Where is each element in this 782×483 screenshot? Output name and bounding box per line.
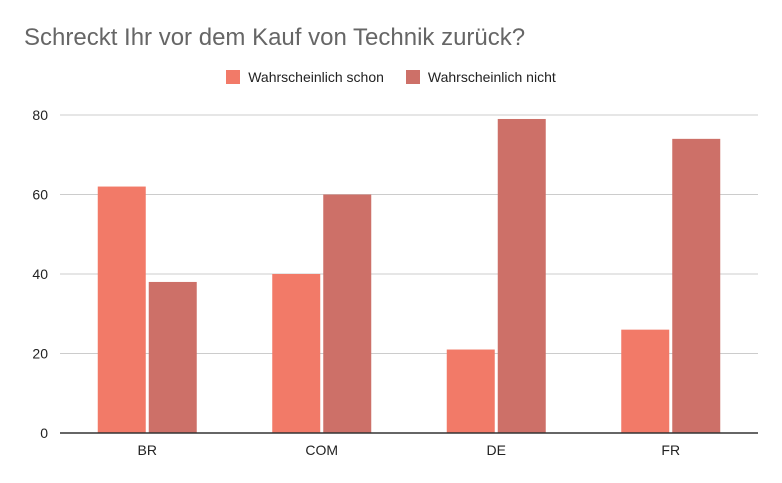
chart-title: Schreckt Ihr vor dem Kauf von Technik zu…: [24, 24, 526, 51]
y-tick-label-20: 20: [32, 346, 48, 362]
bar-fr-series-2: [672, 138, 721, 433]
bar-com-series-2: [323, 194, 372, 433]
legend-label-series-1: Wahrscheinlich schon: [248, 69, 384, 85]
bar-br-series-1: [97, 186, 146, 433]
bar-fr-series-1: [621, 329, 670, 433]
legend-swatch-series-1: [226, 70, 241, 84]
legend-label-series-2: Wahrscheinlich nicht: [427, 69, 556, 85]
legend-swatch-series-2: [405, 70, 420, 84]
legend-item-series-1[interactable]: Wahrscheinlich schon: [226, 69, 384, 85]
x-tick-label-de: DE: [487, 442, 506, 458]
bar-com-series-1: [272, 274, 321, 433]
bar-de-series-2: [497, 118, 546, 433]
x-tick-label-br: BR: [138, 442, 157, 458]
x-tick-label-com: COM: [305, 442, 338, 458]
legend: Wahrscheinlich schon Wahrscheinlich nich…: [0, 69, 782, 85]
y-tick-label-0: 0: [40, 425, 48, 441]
bar-de-series-1: [446, 349, 495, 433]
y-tick-label-60: 60: [32, 187, 48, 203]
x-tick-label-fr: FR: [661, 442, 680, 458]
bar-br-series-2: [148, 281, 197, 433]
y-tick-label-80: 80: [32, 107, 48, 123]
y-tick-label-40: 40: [32, 266, 48, 282]
legend-item-series-2[interactable]: Wahrscheinlich nicht: [405, 69, 556, 85]
